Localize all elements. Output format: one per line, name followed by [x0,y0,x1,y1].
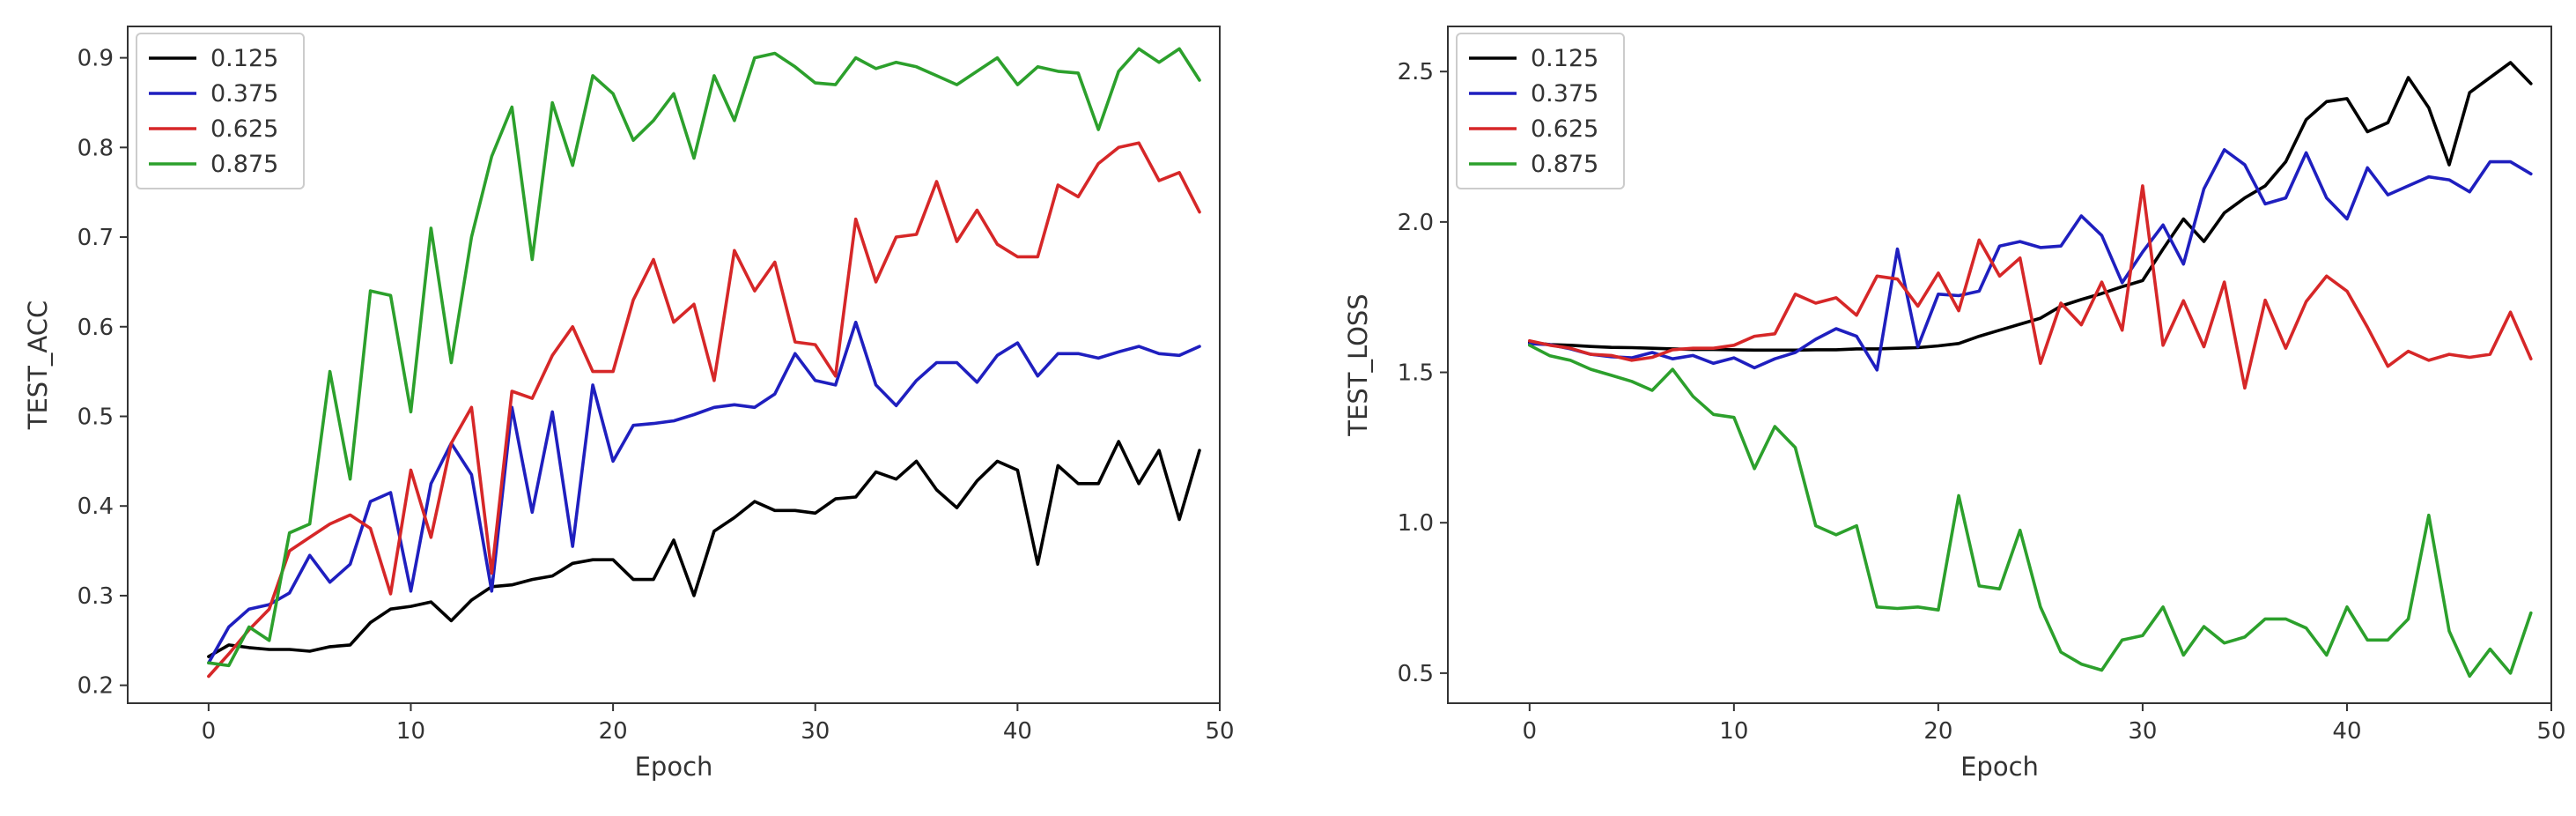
acc-y-tick-label: 0.2 [78,673,114,700]
acc-y-tick-label: 0.6 [78,315,114,341]
loss-plot-frame [1447,26,2552,704]
loss-y-tick-label: 1.0 [1398,510,1434,537]
loss-legend-label: 0.875 [1531,151,1598,178]
loss-x-tick-label: 10 [1719,718,1748,745]
loss-legend: 0.125 0.375 0.625 0.875 [1456,33,1625,189]
loss-legend-box [1456,33,1625,189]
acc-x-tick-label: 40 [1003,718,1032,745]
test-acc-chart: 0 10 20 30 40 50 0.2 0.3 0.4 0.5 0.6 0.7 0.8 0.9 Epoch… [0,0,1288,812]
acc-y-axis-label: TEST_ACC [23,300,53,431]
loss-x-tick-label: 50 [2536,718,2565,745]
loss-x-tick-label: 0 [1523,718,1538,745]
loss-y-tick-label: 2.5 [1398,59,1434,85]
test-loss-chart-svg: 0 10 20 30 40 50 0.5 1.0 1.5 2.0 2.5 Epoch TEST_LOSS… [1343,26,2566,782]
acc-x-axis-label: Epoch [635,752,713,782]
loss-series-line-0-625 [1527,184,2533,390]
loss-legend-label: 0.375 [1531,80,1598,108]
acc-legend-label: 0.625 [210,115,278,143]
acc-legend-label: 0.125 [210,45,278,72]
acc-y-tick-label: 0.4 [78,493,114,520]
loss-y-tick-label: 1.5 [1398,360,1434,387]
acc-x-tick-label: 10 [396,718,425,745]
acc-legend-box [136,33,305,189]
loss-y-tick-label: 0.5 [1398,661,1434,687]
acc-series-line-0-375 [207,320,1201,665]
acc-legend-label: 0.375 [210,80,278,108]
loss-legend-label: 0.625 [1531,115,1598,143]
loss-y-axis-label: TEST_LOSS [1343,293,1373,436]
acc-plot-frame [127,26,1221,704]
acc-y-tick-label: 0.3 [78,583,114,610]
loss-legend-label: 0.125 [1531,45,1598,72]
loss-x-tick-label: 30 [2128,718,2157,745]
acc-y-tick-label: 0.5 [78,404,114,430]
acc-y-tick-label: 0.9 [78,46,114,72]
test-loss-chart: 0 10 20 30 40 50 0.5 1.0 1.5 2.0 2.5 Epoch TEST_LOSS… [1288,0,2576,812]
acc-legend-label: 0.875 [210,151,278,178]
acc-series-line-0-625 [207,141,1201,679]
loss-series-line-0-875 [1527,343,2533,679]
loss-x-axis-label: Epoch [1960,752,2039,782]
loss-x-tick-label: 40 [2332,718,2361,745]
acc-series-line-0-875 [207,47,1201,668]
acc-x-tick-label: 50 [1205,718,1234,745]
loss-y-tick-label: 2.0 [1398,210,1434,236]
acc-legend: 0.125 0.375 0.625 0.875 [136,33,305,189]
acc-y-tick-label: 0.7 [78,225,114,251]
acc-x-tick-label: 0 [202,718,217,745]
acc-series-line-0-125 [207,440,1201,658]
acc-y-tick-label: 0.8 [78,135,114,161]
acc-x-tick-label: 20 [599,718,628,745]
acc-x-tick-label: 30 [801,718,830,745]
loss-x-tick-label: 20 [1923,718,1952,745]
test-acc-chart-svg: 0 10 20 30 40 50 0.2 0.3 0.4 0.5 0.6 0.7 0.8 0.9 Epoch… [23,26,1235,782]
loss-series-line-0-375 [1527,148,2533,372]
